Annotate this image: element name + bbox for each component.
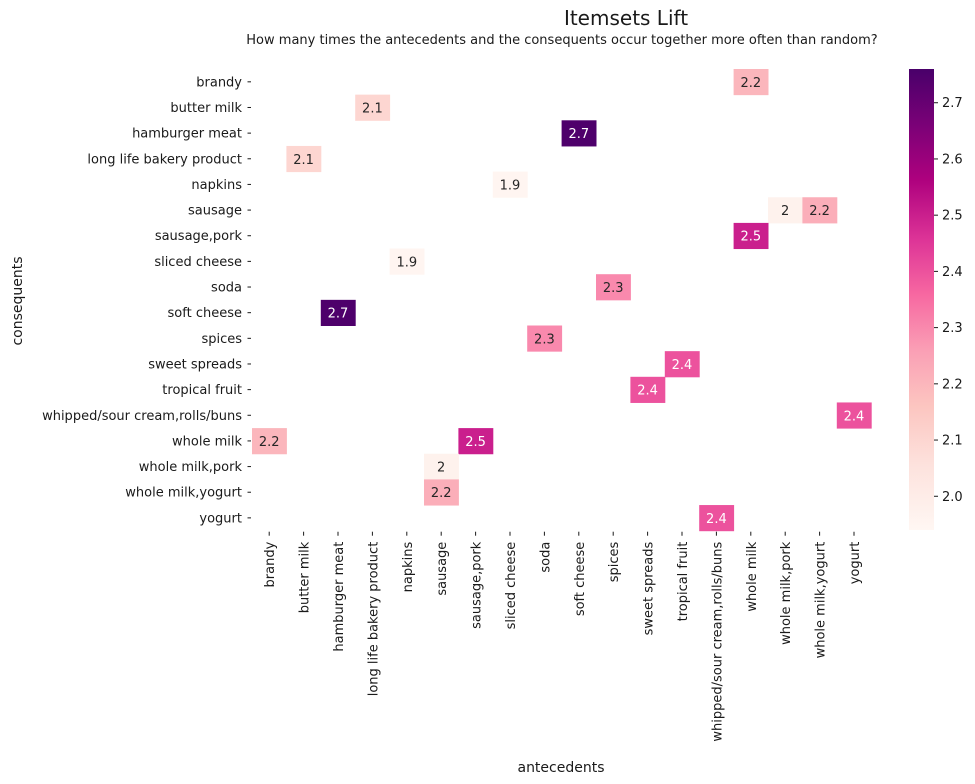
y-tick-label: brandy: [196, 75, 242, 90]
x-tick-label: soda: [538, 542, 553, 573]
heatmap-cell: [768, 197, 803, 224]
heatmap-cell: [802, 197, 838, 224]
x-tick-label: sausage,pork: [470, 541, 485, 629]
y-tick-label: sliced cheese: [154, 255, 242, 270]
cell-value-label: 2.7: [568, 127, 589, 142]
colorbar-tick-label: 2.7: [942, 96, 963, 111]
colorbar-tick-label: 2.5: [942, 209, 963, 224]
x-tick-label: sweet spreads: [642, 541, 657, 635]
cell-value-label: 1.9: [500, 178, 521, 193]
colorbar-tick-label: 2.0: [942, 490, 963, 505]
y-tick-label: spices: [201, 332, 242, 347]
x-tick-label: soft cheese: [573, 542, 588, 616]
colorbar-tick-label: 2.3: [942, 321, 963, 336]
cell-value-label: 2: [437, 461, 445, 476]
cell-value-label: 2.4: [637, 384, 658, 399]
cell-value-label: 1.9: [396, 255, 417, 270]
x-tick-label: butter milk: [298, 541, 313, 613]
colorbar-tick-label: 2.1: [942, 434, 963, 449]
colorbar: [909, 69, 934, 530]
cell-value-label: 2.2: [809, 204, 830, 219]
heatmap-cell: [252, 428, 287, 455]
heatmap-cell: [733, 222, 769, 250]
cell-value-label: 2.3: [603, 281, 624, 296]
heatmap-cell: [836, 402, 872, 429]
heatmap-cell: [630, 376, 666, 403]
x-tick-label: spices: [607, 541, 622, 582]
x-tick-label: brandy: [263, 541, 278, 587]
heatmap-cell: [699, 505, 735, 532]
x-tick-label: tropical fruit: [676, 542, 691, 622]
heatmap-cell: [424, 479, 459, 506]
colorbar-tick-label: 2.4: [942, 265, 963, 280]
y-tick-label: soft cheese: [168, 306, 242, 321]
heatmap-cell: [355, 94, 391, 121]
heatmap-cell: [733, 69, 769, 96]
y-tick-label: hamburger meat: [132, 127, 242, 142]
y-tick-label: whole milk,pork: [139, 460, 243, 475]
heatmap-cell: [286, 145, 322, 173]
heatmap-cell: [664, 351, 700, 378]
x-tick-label: whipped/sour cream,rolls/buns: [710, 541, 725, 741]
y-tick-label: sausage,pork: [155, 229, 243, 244]
heatmap-cell: [389, 248, 425, 275]
y-tick-label: whipped/sour cream,rolls/buns: [42, 409, 242, 424]
heatmap-cell: [424, 453, 459, 480]
y-tick-label: sausage: [188, 204, 242, 219]
cell-value-label: 2.4: [706, 512, 727, 527]
y-tick-label: yogurt: [199, 511, 242, 526]
cell-value-label: 2.2: [259, 435, 280, 450]
y-tick-label: napkins: [191, 178, 242, 193]
x-tick-label: whole milk: [745, 541, 760, 611]
heatmap-cell: [527, 325, 563, 352]
x-tick-label: yogurt: [848, 542, 863, 585]
x-tick-label: long life bakery product: [366, 542, 381, 697]
y-tick-label: whole milk,yogurt: [125, 486, 242, 501]
x-axis-label: antecedents: [517, 760, 604, 776]
colorbar-tick-label: 2.6: [942, 152, 963, 167]
x-tick-label: whole milk,pork: [779, 541, 794, 645]
heatmap-cell: [320, 299, 356, 326]
chart-subtitle: How many times the antecedents and the c…: [246, 33, 878, 48]
cell-value-label: 2.1: [293, 153, 314, 168]
cell-value-label: 2.1: [362, 101, 383, 116]
y-tick-label: soda: [211, 281, 242, 296]
heatmap-cell: [492, 171, 528, 198]
y-tick-label: tropical fruit: [162, 383, 242, 398]
cell-value-label: 2.2: [740, 76, 761, 91]
y-tick-label: whole milk: [172, 434, 242, 449]
heatmap-cell: [458, 428, 494, 455]
cell-value-label: 2.7: [328, 307, 349, 322]
cell-value-label: 2.5: [465, 435, 486, 450]
y-tick-label: sweet spreads: [148, 357, 242, 372]
cell-value-label: 2.2: [431, 486, 452, 501]
chart-title: Itemsets Lift: [563, 6, 689, 30]
x-tick-label: sliced cheese: [504, 542, 519, 630]
y-tick-label: butter milk: [170, 101, 242, 116]
cell-value-label: 2.5: [740, 230, 761, 245]
cell-value-label: 2.4: [672, 358, 693, 373]
x-tick-label: napkins: [401, 541, 416, 592]
y-tick-label: long life bakery product: [87, 152, 242, 167]
cell-value-label: 2: [781, 204, 789, 219]
x-tick-label: sausage: [435, 542, 450, 596]
cell-value-label: 2.4: [844, 409, 865, 424]
colorbar-tick-label: 2.2: [942, 377, 963, 392]
cell-value-label: 2.3: [534, 332, 555, 347]
x-tick-label: hamburger meat: [332, 542, 347, 652]
heatmap-cell: [561, 120, 597, 147]
x-tick-label: whole milk,yogurt: [814, 542, 829, 659]
y-axis-label: consequents: [10, 256, 26, 345]
heatmap-cell: [596, 274, 631, 301]
